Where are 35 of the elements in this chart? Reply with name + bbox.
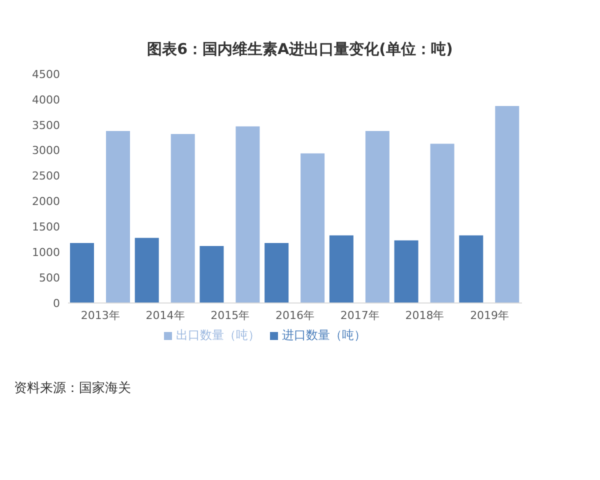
x-tick-label: 2017年	[340, 308, 380, 322]
legend-label: 进口数量（吨）	[282, 328, 366, 342]
y-tick-label: 3000	[32, 144, 60, 158]
bar	[329, 235, 354, 303]
y-tick-label: 3500	[32, 118, 60, 132]
y-tick-label: 1500	[32, 220, 60, 234]
bar	[365, 130, 390, 303]
y-tick-label: 0	[53, 296, 60, 310]
y-tick-label: 2500	[32, 170, 60, 183]
bar	[236, 126, 260, 303]
bar	[170, 134, 195, 303]
x-tick-label: 2019年	[470, 308, 510, 322]
x-tick-label: 2013年	[80, 308, 120, 322]
legend-label: 出口数量（吨）	[176, 328, 260, 342]
bar	[106, 130, 130, 303]
bar	[200, 246, 224, 303]
bar	[430, 144, 454, 303]
bar	[495, 106, 520, 303]
x-tick-label: 2015年	[210, 308, 250, 322]
bar	[70, 242, 94, 303]
y-tick-label: 1000	[32, 246, 60, 260]
y-tick-label: 2000	[32, 195, 60, 208]
x-tick-label: 2016年	[276, 308, 314, 322]
bar	[300, 153, 325, 303]
x-tick-label: 2018年	[405, 308, 444, 322]
bar	[394, 240, 418, 303]
bar	[459, 235, 484, 303]
y-tick-label: 4000	[32, 93, 60, 106]
bar	[264, 242, 289, 303]
y-tick-label: 4500	[32, 68, 60, 81]
text: 资料来源：国家海关	[14, 380, 132, 397]
bar	[134, 238, 159, 303]
y-tick-label: 500	[39, 271, 60, 284]
x-tick-label: 2014年	[146, 308, 185, 322]
chart-title: 图表6：国内维生素A进出口量变化(单位：吨)	[146, 40, 454, 59]
